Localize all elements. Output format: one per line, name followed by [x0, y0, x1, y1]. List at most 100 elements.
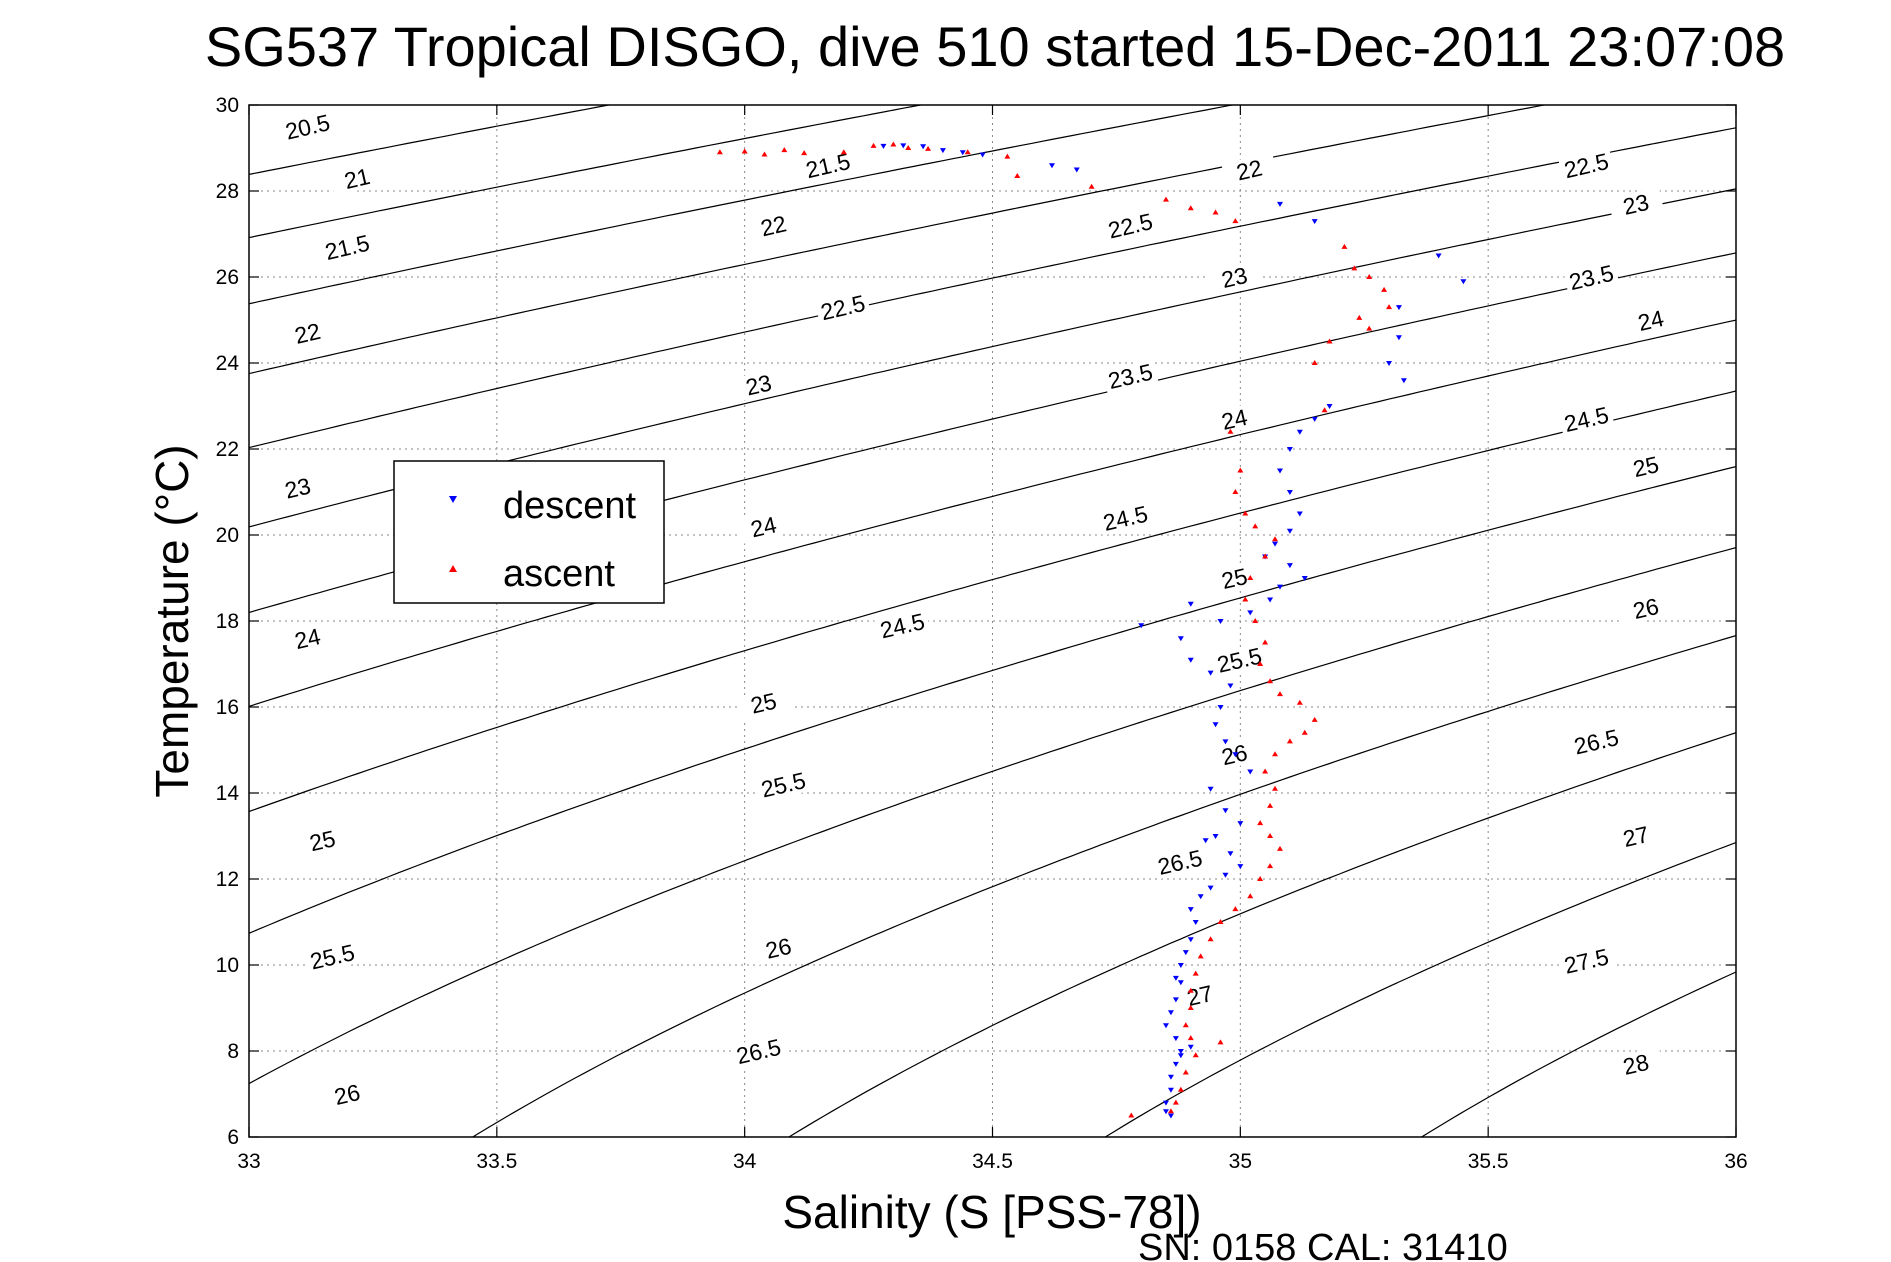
contour-label: 24 — [292, 623, 323, 654]
ascent-point — [905, 145, 912, 150]
contour-label: 25 — [307, 825, 338, 856]
contour-label: 23 — [743, 369, 774, 400]
ascent-point — [1267, 863, 1274, 869]
ascent-point — [1276, 845, 1283, 851]
serial-calibration-text: SN: 0158 CAL: 31410 — [1138, 1227, 1508, 1262]
descent-point — [1212, 722, 1219, 728]
contour-label-bg — [304, 939, 361, 975]
contour-label-bg — [735, 685, 792, 721]
contour-label-bg — [319, 229, 376, 265]
y-axis-label: Temperature (°C) — [146, 444, 198, 797]
ascent-point — [1187, 987, 1194, 993]
contour-label-bg — [1221, 152, 1278, 188]
ascent-point — [781, 147, 788, 153]
ascent-point — [1187, 1005, 1194, 1010]
contour-label: 23 — [1219, 262, 1250, 293]
contour-label-bg — [319, 1076, 376, 1112]
descent-point — [1197, 894, 1204, 900]
ascent-point — [1341, 243, 1348, 249]
ascent-point — [1177, 1086, 1184, 1092]
density-contour-line — [249, 105, 612, 176]
contour-label-bg — [730, 1033, 787, 1069]
contour-label-bg — [874, 608, 931, 644]
descent-point — [1162, 1109, 1169, 1115]
contour-label-bg — [755, 767, 812, 803]
descent-point — [1222, 808, 1229, 814]
density-contour-line — [249, 319, 1736, 708]
contour-label: 26 — [1630, 593, 1661, 624]
x-tick-label: 34 — [733, 1150, 757, 1173]
descent-point — [1267, 597, 1274, 603]
contour-label: 24 — [1219, 404, 1250, 435]
ascent-point — [1014, 172, 1021, 178]
ascent-point — [1366, 325, 1373, 331]
ascent-point — [1356, 314, 1363, 320]
ascent-point — [1197, 953, 1204, 959]
y-tick-label: 16 — [216, 696, 239, 719]
descent-point — [1187, 657, 1194, 663]
density-contour-line — [249, 105, 1548, 375]
ascent-point — [1212, 209, 1219, 215]
ascent-point — [1004, 153, 1011, 159]
descent-point — [1301, 576, 1308, 581]
chart-title: SG537 Tropical DISGO, dive 510 started 1… — [205, 15, 1785, 78]
ascent-point — [1351, 265, 1358, 271]
descent-point — [1286, 528, 1293, 534]
y-tick-label: 8 — [227, 1040, 239, 1063]
contour-label-bg — [1171, 977, 1228, 1014]
contour-label-bg — [730, 367, 787, 403]
density-contour-line — [1420, 971, 1736, 1137]
density-contour-line — [249, 390, 1736, 813]
density-contour-line — [249, 465, 1736, 934]
contour-label: 24 — [1635, 305, 1666, 336]
ascent-point — [1232, 906, 1239, 912]
ascent-point — [870, 142, 877, 148]
descent-point — [1172, 1061, 1179, 1067]
descent-point — [1187, 907, 1194, 913]
contour-label-bg — [1206, 259, 1263, 295]
x-tick-label: 36 — [1724, 1150, 1747, 1173]
contour-label-bg — [1206, 560, 1263, 596]
ascent-point — [1257, 820, 1264, 826]
y-tick-label: 6 — [227, 1126, 239, 1149]
y-tick-label: 10 — [216, 954, 239, 977]
contour-label-bg — [1102, 208, 1159, 244]
ascent-point — [1272, 785, 1279, 791]
x-tick-label: 33.5 — [476, 1150, 517, 1173]
descent-point — [1177, 963, 1184, 968]
ascent-point — [1252, 523, 1259, 529]
density-contour-line — [249, 105, 1236, 305]
legend: descent ascent — [393, 460, 665, 604]
descent-point — [1222, 872, 1229, 878]
descent-point — [1311, 219, 1318, 225]
ascent-point — [1326, 338, 1333, 344]
legend-descent-label: descent — [503, 485, 637, 527]
density-contour-line — [249, 127, 1736, 449]
ascent-point — [1192, 1052, 1199, 1058]
ascent-point — [1276, 691, 1283, 697]
ascent-point — [1272, 536, 1279, 542]
y-tick-label: 24 — [216, 352, 240, 375]
ascent-point — [1207, 936, 1214, 942]
contour-label: 23 — [282, 473, 313, 504]
descent-point — [1207, 670, 1214, 676]
descent-point — [1217, 619, 1224, 624]
y-tick-label: 20 — [216, 524, 239, 547]
contour-label-bg — [745, 208, 802, 244]
ascent-point — [1227, 428, 1234, 434]
descent-point — [880, 143, 887, 149]
y-tick-label: 14 — [216, 782, 240, 805]
contour-label-bg — [1097, 500, 1154, 536]
contour-label-bg — [329, 160, 386, 197]
contour-label: 22 — [1234, 154, 1265, 185]
ascent-point — [1262, 639, 1269, 645]
ascent-point — [1262, 768, 1269, 774]
descent-point — [1272, 541, 1279, 547]
ascent-point — [1242, 510, 1249, 516]
data-points — [716, 141, 1467, 1119]
contour-label-bg — [1568, 724, 1625, 760]
contour-label: 27 — [1184, 980, 1215, 1011]
descent-point — [1073, 167, 1080, 173]
contour-label-bg — [735, 509, 792, 545]
ascent-point — [1167, 1108, 1174, 1114]
